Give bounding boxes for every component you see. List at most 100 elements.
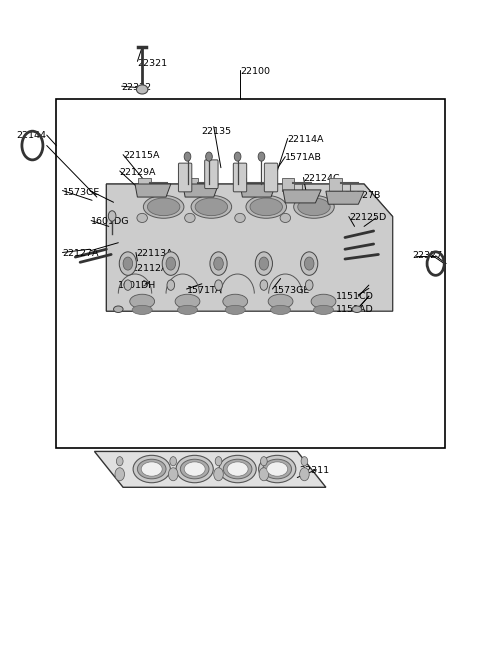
Circle shape: [304, 257, 314, 270]
Ellipse shape: [184, 462, 205, 476]
Circle shape: [162, 252, 180, 275]
Text: 1573GE: 1573GE: [273, 286, 310, 295]
Text: 22135: 22135: [201, 127, 231, 136]
Ellipse shape: [223, 459, 252, 479]
Ellipse shape: [298, 198, 330, 215]
Text: 1601DH: 1601DH: [118, 280, 156, 290]
Ellipse shape: [311, 294, 336, 309]
Text: 22115A: 22115A: [123, 151, 159, 160]
Polygon shape: [135, 184, 171, 197]
FancyBboxPatch shape: [281, 178, 294, 191]
Ellipse shape: [137, 214, 147, 223]
Ellipse shape: [130, 294, 155, 309]
Circle shape: [214, 257, 223, 270]
Circle shape: [255, 252, 273, 275]
Text: 22113A: 22113A: [136, 250, 173, 258]
Circle shape: [167, 280, 175, 290]
FancyBboxPatch shape: [264, 163, 278, 192]
Ellipse shape: [141, 462, 162, 476]
Ellipse shape: [223, 294, 248, 309]
Ellipse shape: [225, 305, 245, 314]
Text: 22114A: 22114A: [288, 135, 324, 144]
Ellipse shape: [313, 305, 334, 314]
Circle shape: [259, 257, 269, 270]
Circle shape: [205, 152, 212, 161]
Ellipse shape: [114, 306, 123, 312]
Text: 1571TA: 1571TA: [187, 286, 222, 295]
FancyBboxPatch shape: [179, 163, 192, 192]
Text: 22127A: 22127A: [62, 250, 99, 258]
Circle shape: [261, 457, 267, 466]
FancyBboxPatch shape: [204, 160, 218, 189]
Circle shape: [116, 457, 123, 466]
Circle shape: [300, 468, 309, 481]
Polygon shape: [240, 184, 276, 197]
Circle shape: [184, 152, 191, 161]
Ellipse shape: [136, 85, 148, 94]
Ellipse shape: [178, 305, 198, 314]
Ellipse shape: [280, 214, 290, 223]
Text: 22327: 22327: [413, 252, 443, 260]
Circle shape: [260, 280, 268, 290]
Ellipse shape: [246, 195, 287, 218]
Circle shape: [259, 468, 269, 481]
Ellipse shape: [132, 305, 152, 314]
Text: 22129A: 22129A: [120, 168, 156, 177]
Polygon shape: [95, 451, 326, 487]
Circle shape: [108, 211, 116, 221]
Text: 22322: 22322: [121, 83, 152, 92]
Circle shape: [124, 280, 132, 290]
Circle shape: [305, 280, 313, 290]
Polygon shape: [107, 184, 393, 217]
Polygon shape: [107, 184, 393, 311]
Text: 22127B: 22127B: [344, 191, 381, 200]
Text: 1573GE: 1573GE: [62, 188, 100, 197]
Ellipse shape: [227, 462, 248, 476]
Ellipse shape: [352, 306, 362, 312]
Circle shape: [170, 457, 177, 466]
Ellipse shape: [268, 294, 293, 309]
Polygon shape: [183, 184, 218, 197]
Ellipse shape: [144, 195, 184, 218]
FancyBboxPatch shape: [329, 178, 342, 191]
Text: 22124C: 22124C: [303, 174, 340, 183]
FancyBboxPatch shape: [233, 163, 247, 192]
Ellipse shape: [133, 455, 170, 483]
Text: 1151AD: 1151AD: [336, 305, 373, 314]
Text: 1571AB: 1571AB: [285, 153, 322, 162]
Circle shape: [210, 252, 227, 275]
Circle shape: [123, 257, 132, 270]
Text: 1151CD: 1151CD: [336, 291, 373, 301]
Ellipse shape: [259, 455, 296, 483]
Ellipse shape: [137, 459, 166, 479]
Circle shape: [215, 280, 222, 290]
Circle shape: [215, 457, 222, 466]
Ellipse shape: [263, 459, 291, 479]
Text: 22125D: 22125D: [349, 214, 386, 223]
Text: 22112A: 22112A: [131, 265, 168, 273]
Polygon shape: [283, 190, 321, 203]
Text: 22144: 22144: [17, 130, 47, 140]
FancyBboxPatch shape: [186, 178, 199, 191]
Ellipse shape: [219, 455, 256, 483]
Text: 1601DG: 1601DG: [91, 217, 130, 227]
Ellipse shape: [191, 195, 232, 218]
Ellipse shape: [176, 455, 213, 483]
Ellipse shape: [175, 294, 200, 309]
Circle shape: [119, 252, 136, 275]
Circle shape: [258, 152, 265, 161]
Ellipse shape: [250, 198, 282, 215]
Ellipse shape: [235, 214, 245, 223]
Circle shape: [115, 468, 124, 481]
Circle shape: [300, 252, 318, 275]
Ellipse shape: [195, 198, 228, 215]
Text: 22321: 22321: [137, 59, 168, 68]
Circle shape: [166, 257, 176, 270]
Circle shape: [234, 152, 241, 161]
FancyBboxPatch shape: [138, 178, 151, 191]
Ellipse shape: [267, 462, 288, 476]
Circle shape: [168, 468, 178, 481]
Polygon shape: [107, 184, 135, 311]
Polygon shape: [326, 191, 364, 204]
Ellipse shape: [185, 214, 195, 223]
